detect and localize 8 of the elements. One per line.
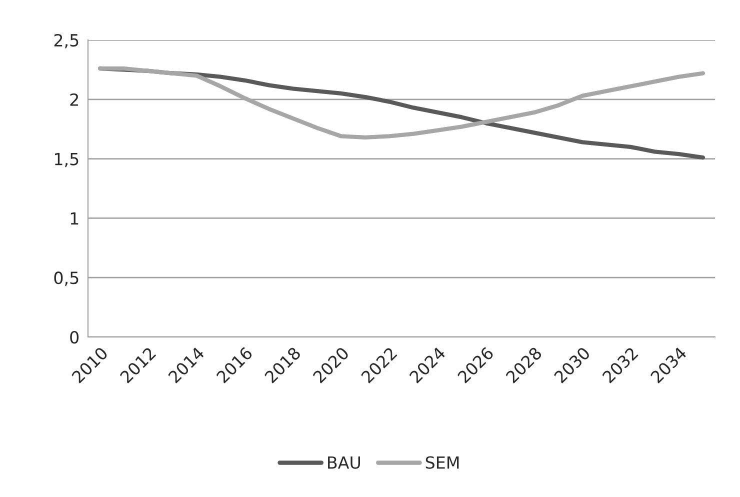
y-tick-label: 2,5 [54,34,78,48]
y-tick-label: 1 [70,212,78,225]
y-tick-label: 0,5 [54,272,78,286]
y-tick-label: 1,5 [54,152,78,168]
legend-label: BAU [328,456,360,469]
y-tick-label: 2 [70,93,78,106]
y-tick-label: 0 [70,330,79,344]
legend-label: SEM [426,456,459,469]
